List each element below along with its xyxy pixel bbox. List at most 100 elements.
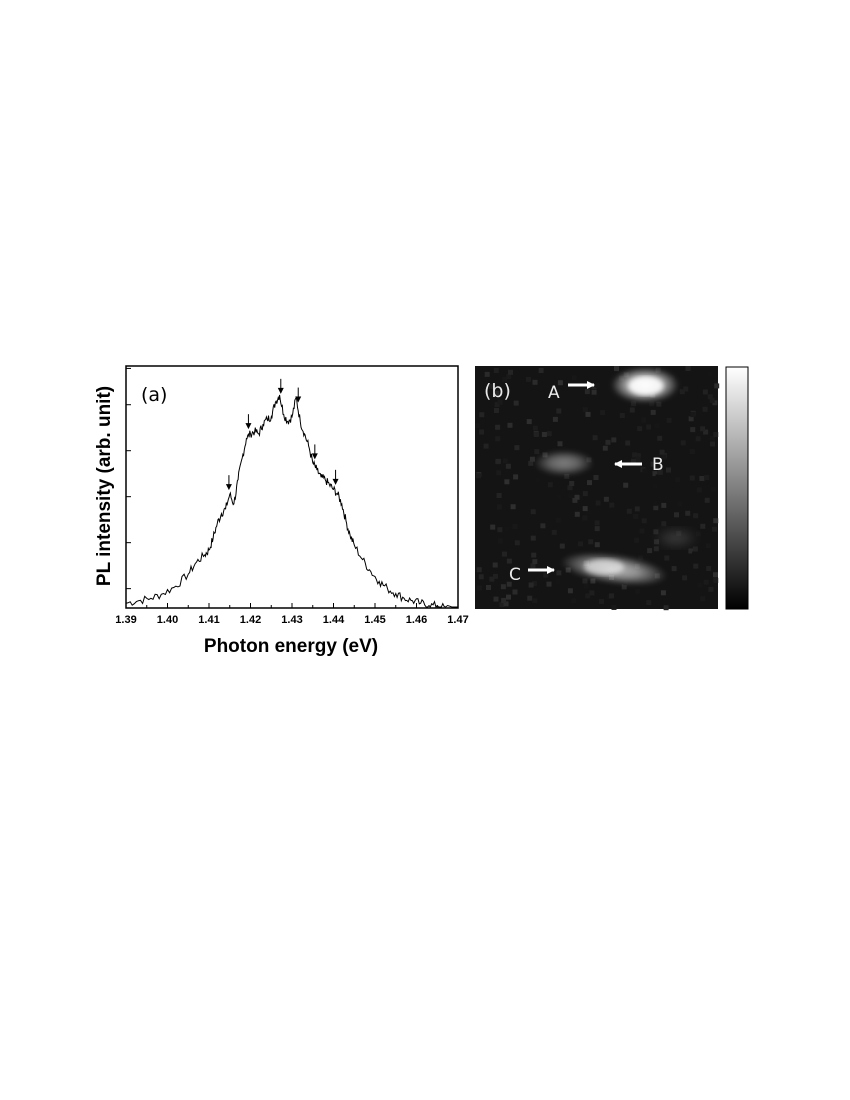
x-tick-labels: 1.39 1.40 1.41 1.42 1.43 1.44 1.45 1.46 1.47 — [115, 614, 468, 626]
noise-pixel — [571, 375, 577, 381]
noise-pixel — [703, 579, 709, 585]
peak-marker-head — [332, 478, 339, 485]
noise-pixel — [529, 456, 535, 462]
noise-pixel — [611, 437, 617, 443]
noise-pixel — [585, 593, 591, 599]
noise-pixel — [692, 551, 698, 557]
noise-pixel — [629, 407, 635, 413]
pl-spectrum-panel: 1.39 1.40 1.41 1.42 1.43 1.44 1.45 1.46 1.47 (a)… — [94, 365, 469, 657]
noise-pixel — [493, 368, 499, 373]
noise-pixel — [666, 467, 671, 473]
noise-pixel — [661, 502, 667, 508]
noise-pixel — [690, 412, 696, 418]
peak-marker-head — [311, 453, 318, 460]
x-tick-label: 1.47 — [447, 614, 468, 626]
peak-marker-head — [277, 387, 284, 394]
noise-pixel — [489, 576, 495, 582]
y-ticks — [126, 367, 131, 590]
x-tick-label: 1.40 — [157, 614, 178, 626]
noise-pixel — [583, 583, 589, 589]
noise-pixel — [502, 458, 508, 464]
noise-pixel — [569, 481, 575, 486]
noise-pixel — [609, 502, 615, 508]
noise-pixel — [494, 402, 500, 408]
noise-pixel — [495, 424, 501, 430]
noise-pixel — [493, 596, 499, 602]
noise-pixel — [547, 482, 553, 488]
noise-pixel — [660, 590, 666, 596]
noise-pixel — [510, 504, 516, 510]
noise-pixel — [632, 452, 638, 458]
noise-pixel — [535, 494, 541, 500]
noise-pixel — [700, 426, 706, 432]
noise-pixel — [587, 480, 592, 486]
plot-frame — [125, 365, 459, 609]
noise-pixel — [711, 486, 717, 492]
noise-pixel — [631, 401, 636, 407]
noise-pixel — [506, 374, 512, 379]
noise-pixel — [488, 383, 494, 389]
noise-pixel — [582, 506, 588, 512]
noise-pixel — [528, 582, 534, 588]
noise-pixel — [505, 463, 511, 469]
noise-pixel — [594, 520, 600, 526]
noise-pixel — [619, 413, 625, 418]
noise-pixel — [557, 441, 563, 447]
x-tick-label: 1.44 — [323, 614, 345, 626]
noise-pixel — [652, 500, 658, 506]
noise-pixel — [476, 585, 482, 591]
noise-pixel — [656, 401, 662, 407]
noise-pixel — [657, 469, 663, 475]
noise-pixel — [552, 416, 558, 422]
noise-pixel — [657, 435, 663, 441]
noise-pixel — [494, 390, 500, 396]
noise-pixel — [501, 597, 507, 603]
noise-pixel — [593, 475, 599, 480]
noise-pixel — [484, 371, 490, 377]
panel-label-a: (a) — [141, 384, 167, 406]
noise-pixel — [647, 548, 653, 554]
noise-pixel — [493, 573, 498, 579]
noise-pixel — [555, 517, 561, 523]
noise-pixel — [578, 495, 584, 501]
noise-pixel — [478, 574, 484, 580]
noise-pixel — [706, 566, 712, 571]
noise-pixel — [713, 518, 719, 524]
noise-pixel — [634, 537, 640, 543]
noise-pixel — [500, 584, 506, 590]
noise-pixel — [494, 408, 499, 413]
noise-pixel — [495, 436, 501, 442]
noise-pixel — [707, 371, 713, 377]
noise-pixel — [649, 401, 655, 407]
noise-pixel — [559, 543, 565, 549]
noise-pixel — [653, 546, 659, 552]
noise-pixel — [513, 474, 519, 480]
noise-pixel — [532, 598, 538, 604]
noise-pixel — [659, 449, 665, 455]
noise-pixel — [530, 563, 536, 569]
noise-pixel — [589, 590, 595, 596]
noise-pixel — [514, 445, 520, 451]
noise-pixel — [572, 402, 578, 408]
noise-pixel — [572, 497, 578, 503]
noise-pixel — [564, 473, 570, 479]
noise-pixel — [495, 458, 501, 464]
noise-pixel — [585, 411, 591, 417]
noise-pixel — [709, 398, 715, 403]
noise-pixel — [708, 586, 714, 592]
noise-pixel — [633, 513, 639, 519]
noise-pixel — [585, 509, 591, 515]
noise-pixel — [653, 529, 659, 535]
noise-pixel — [688, 548, 694, 554]
noise-pixel — [538, 368, 544, 373]
noise-pixel — [638, 555, 644, 561]
noise-pixel — [642, 468, 648, 474]
noise-pixel — [603, 496, 609, 502]
noise-pixel — [646, 424, 652, 430]
noise-pixel — [532, 559, 538, 565]
noise-pixel — [476, 567, 482, 573]
noise-pixel — [551, 529, 557, 535]
noise-pixel — [703, 429, 709, 435]
noise-pixel — [652, 471, 658, 477]
noise-pixel — [490, 524, 496, 530]
